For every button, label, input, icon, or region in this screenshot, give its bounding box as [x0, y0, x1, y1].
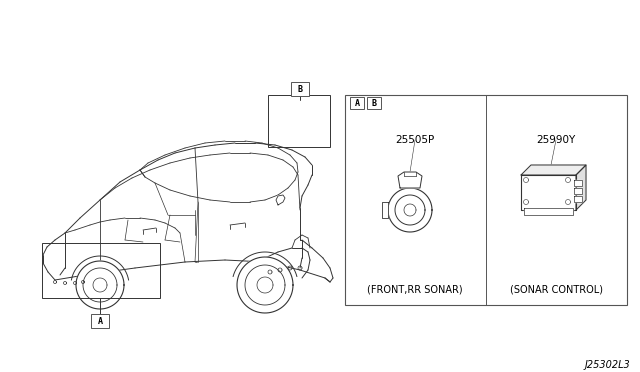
Polygon shape [398, 172, 422, 188]
Polygon shape [237, 257, 293, 313]
Bar [42, 243, 160, 298]
Polygon shape [395, 195, 425, 225]
Polygon shape [521, 175, 576, 210]
Text: (FRONT,RR SONAR): (FRONT,RR SONAR) [367, 285, 463, 295]
Polygon shape [76, 261, 124, 309]
Bar [91, 314, 109, 328]
Text: A: A [97, 317, 102, 326]
Polygon shape [521, 165, 586, 175]
Polygon shape [524, 208, 573, 215]
Text: 25505P: 25505P [396, 135, 435, 145]
Text: J25302L3: J25302L3 [584, 360, 630, 370]
Polygon shape [83, 268, 117, 302]
Polygon shape [257, 277, 273, 293]
Polygon shape [574, 180, 582, 186]
Text: 25990Y: 25990Y [536, 135, 575, 145]
Bar [367, 97, 381, 109]
Polygon shape [574, 188, 582, 194]
Polygon shape [93, 278, 107, 292]
Polygon shape [388, 188, 432, 232]
Polygon shape [245, 265, 285, 305]
Text: (SONAR CONTROL): (SONAR CONTROL) [509, 285, 602, 295]
Bar [350, 97, 364, 109]
Bar [291, 82, 309, 96]
Polygon shape [382, 202, 388, 218]
Polygon shape [576, 165, 586, 210]
Bar [345, 95, 627, 305]
Text: B: B [298, 84, 303, 93]
Polygon shape [276, 195, 285, 205]
Bar [268, 95, 330, 147]
Text: A: A [355, 99, 360, 108]
Polygon shape [574, 196, 582, 202]
Text: B: B [371, 99, 376, 108]
